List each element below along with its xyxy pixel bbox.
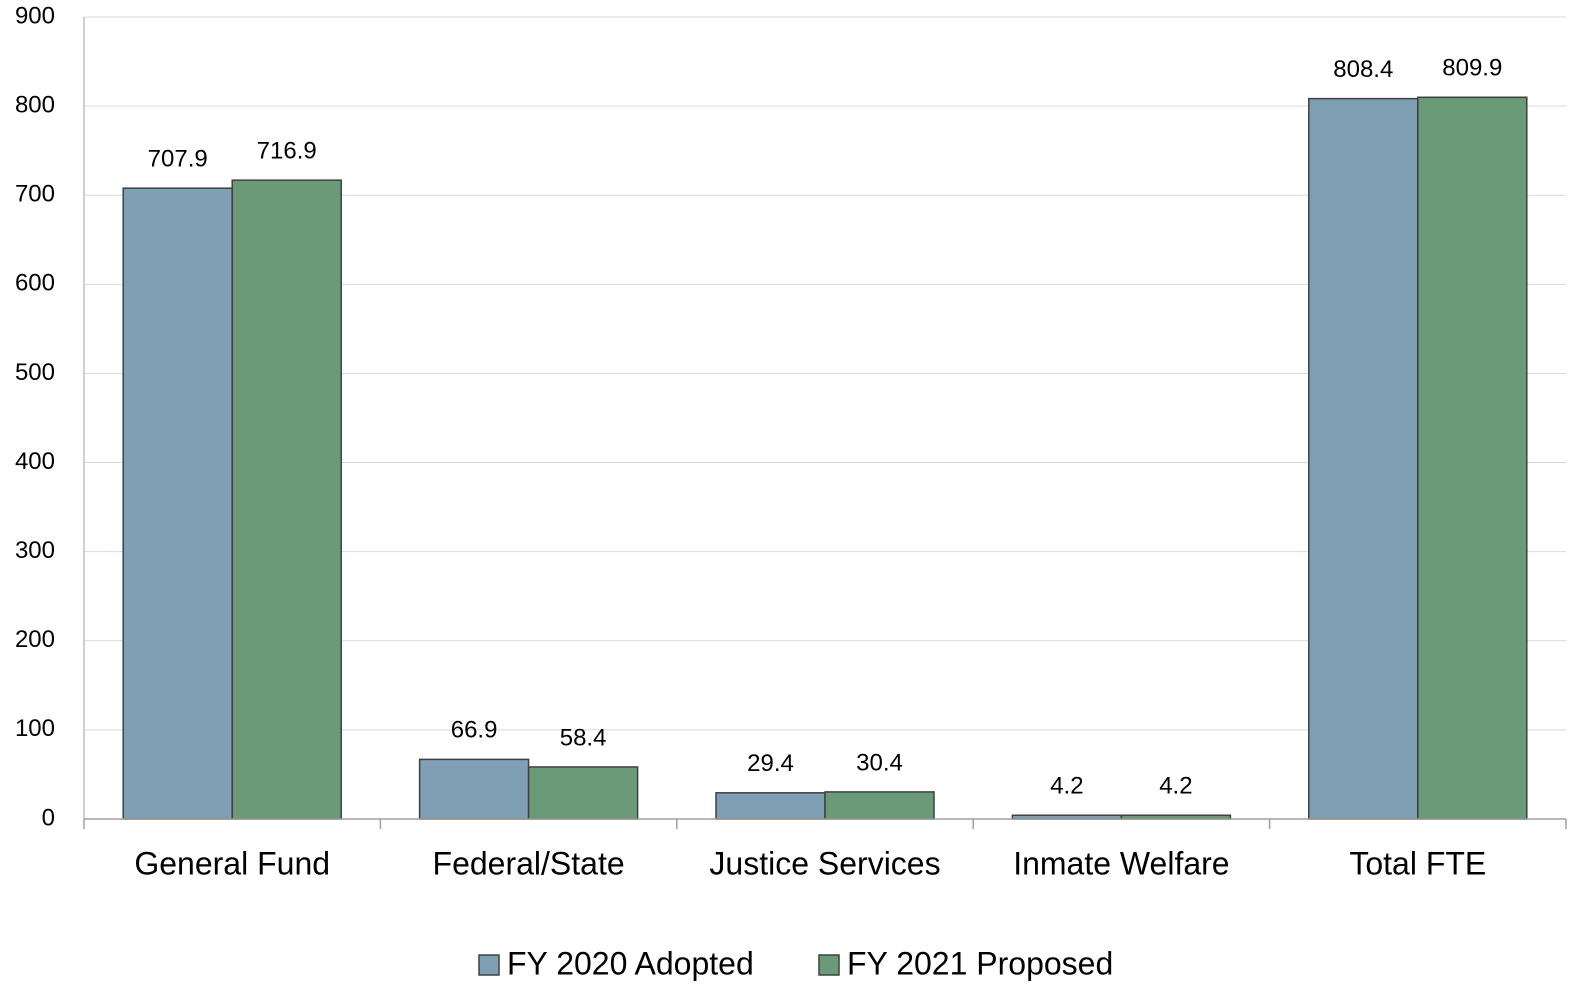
data-label: 29.4	[747, 750, 794, 777]
legend-swatch	[478, 954, 500, 976]
data-label: 716.9	[257, 138, 317, 165]
data-label: 4.2	[1050, 773, 1083, 800]
bar	[527, 766, 639, 820]
y-tick-label: 600	[15, 270, 55, 297]
bar	[418, 758, 530, 820]
bar	[122, 187, 233, 820]
y-tick-label: 100	[15, 715, 55, 742]
y-tick-label: 300	[15, 537, 55, 564]
legend-label: FY 2020 Adopted	[507, 945, 754, 981]
data-label: 58.4	[560, 724, 607, 751]
x-tick-label: Inmate Welfare	[1013, 845, 1229, 881]
x-tick-label: Total FTE	[1349, 845, 1486, 881]
bar	[1417, 96, 1528, 820]
y-tick-label: 0	[42, 804, 55, 831]
bar	[715, 792, 826, 820]
x-tick-label: General Fund	[134, 845, 330, 881]
x-tick-label: Federal/State	[433, 845, 625, 881]
bar	[231, 179, 342, 820]
legend-label: FY 2021 Proposed	[847, 945, 1113, 981]
data-label: 30.4	[856, 749, 903, 776]
y-tick-label: 500	[15, 359, 55, 386]
data-label: 707.9	[148, 146, 208, 173]
y-tick-label: 800	[15, 91, 55, 118]
bar	[824, 791, 935, 820]
y-tick-label: 200	[15, 626, 55, 653]
y-tick-label: 700	[15, 181, 55, 208]
y-tick-label: 900	[15, 2, 55, 29]
data-label: 4.2	[1159, 773, 1192, 800]
data-label: 809.9	[1442, 55, 1502, 82]
x-tick-label: Justice Services	[709, 845, 940, 881]
y-tick-label: 400	[15, 448, 55, 475]
data-label: 808.4	[1333, 56, 1393, 83]
bar	[1308, 97, 1419, 820]
data-label: 66.9	[451, 717, 498, 744]
legend-swatch	[818, 954, 840, 976]
